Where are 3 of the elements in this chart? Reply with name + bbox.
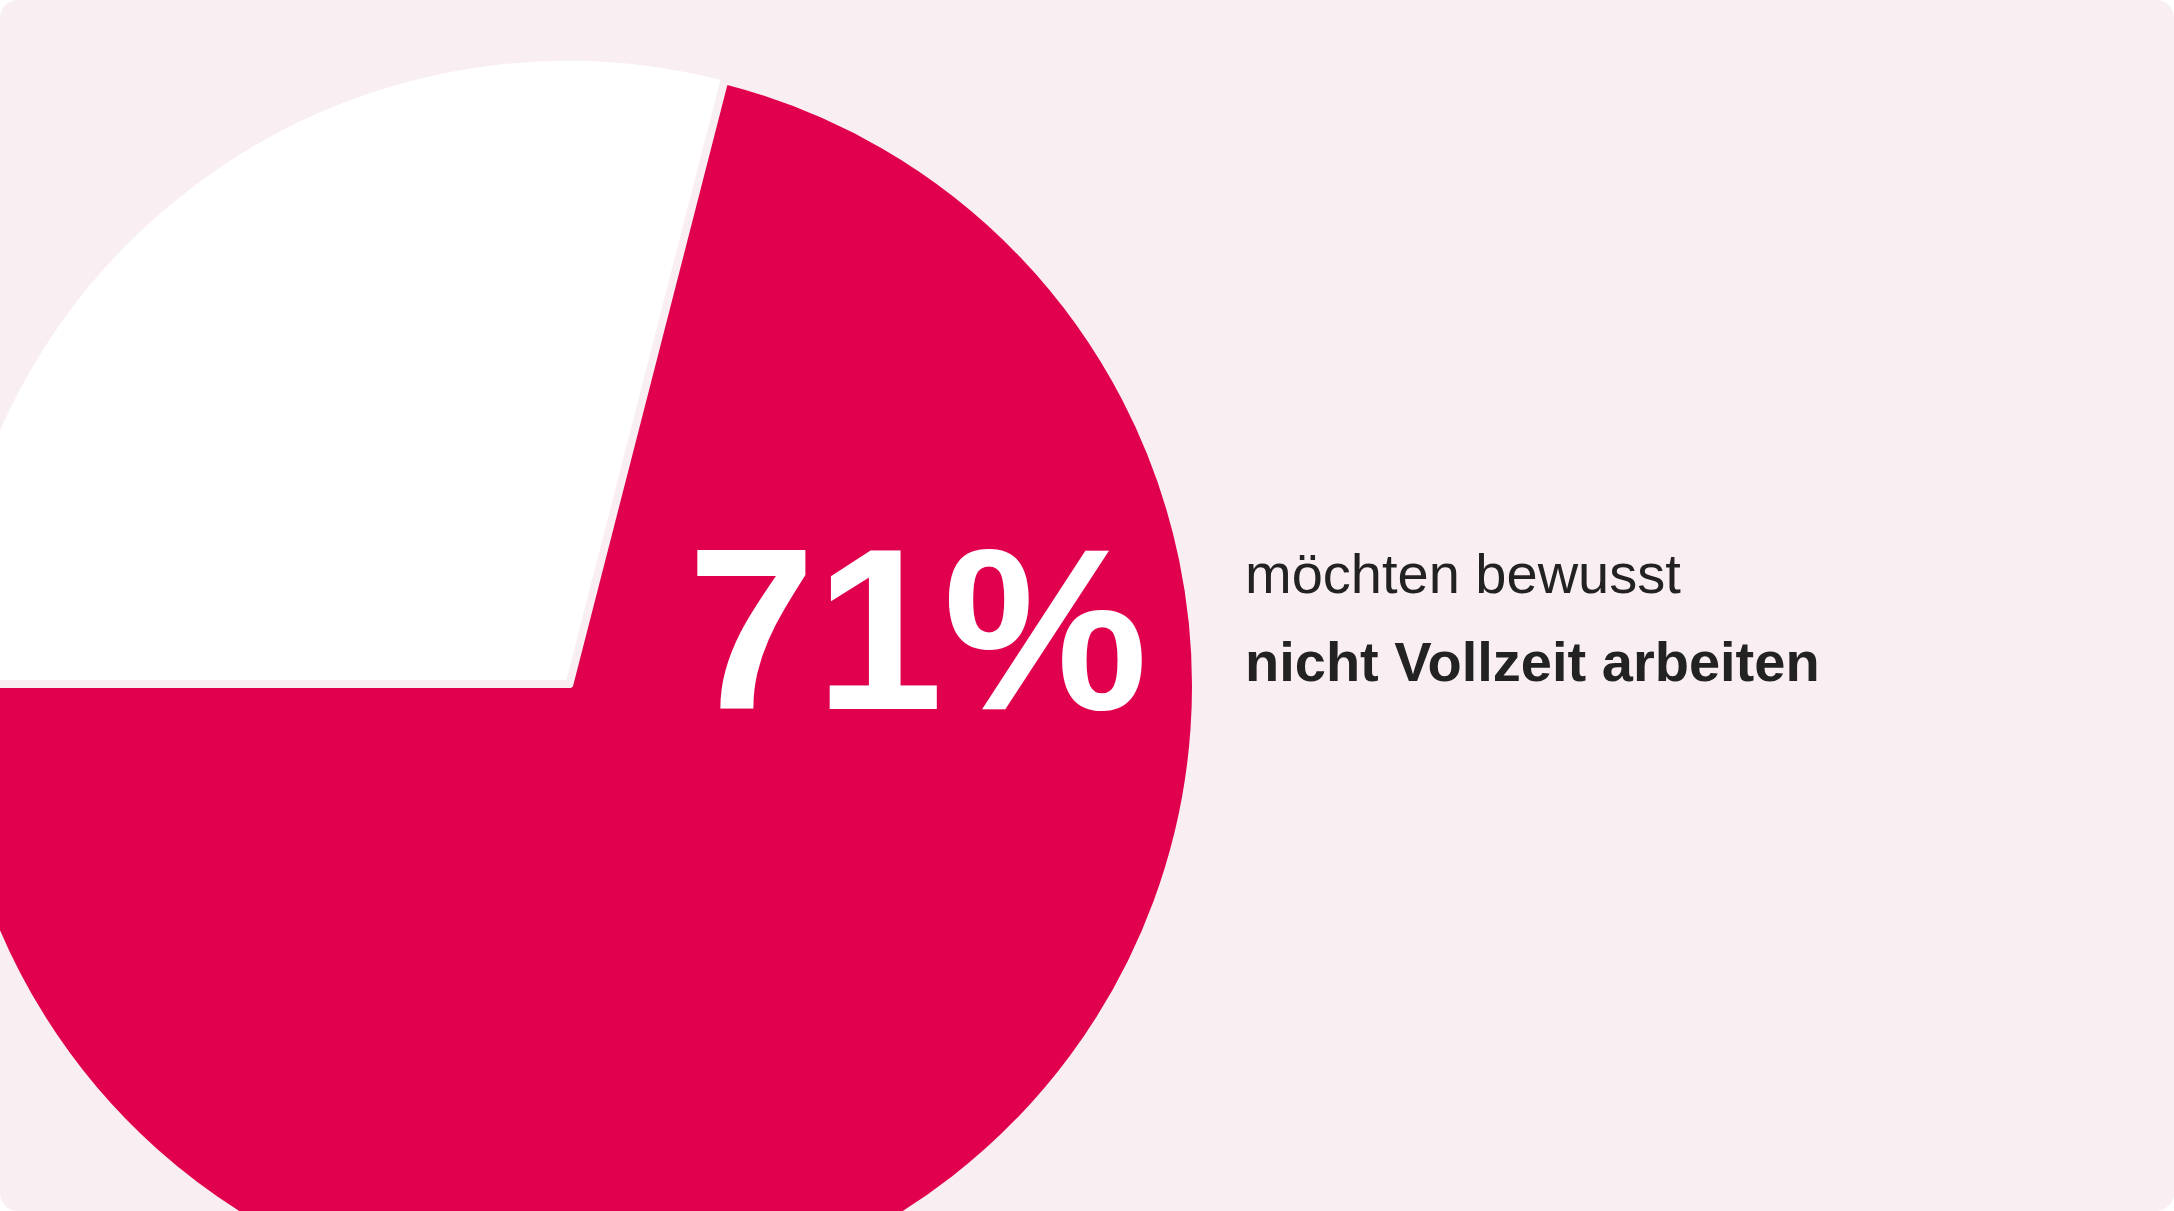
data-label: 71% — [687, 501, 1148, 759]
text: nicht Vollzeit arbeiten — [1245, 629, 1820, 695]
text: möchten bewusst — [1245, 541, 1682, 607]
